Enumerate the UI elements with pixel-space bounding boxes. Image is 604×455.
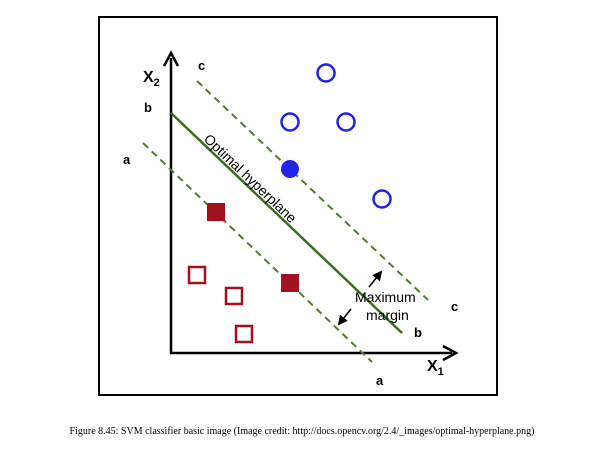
line-label-b-left: b [144, 100, 152, 115]
optimal-hyperplane-line [170, 112, 403, 334]
margin-line-upper [196, 80, 429, 301]
class-square-open [224, 286, 244, 306]
line-label-a-bottom: a [376, 373, 384, 388]
margin-line-lower [142, 142, 373, 363]
margin-arrow-lower-icon [337, 308, 352, 326]
support-vector-square [207, 203, 225, 221]
class-square-open [187, 265, 207, 285]
figure-frame [98, 16, 498, 396]
x-axis-label-main: X [427, 358, 438, 375]
x-axis-label-subscript: 1 [438, 366, 444, 378]
y-axis-arrow-icon [162, 50, 180, 67]
line-label-a-left: a [123, 152, 131, 167]
figure-caption: Figure 8.45: SVM classifier basic image … [69, 426, 535, 437]
margin-arrow-upper-icon [368, 270, 383, 288]
class-circle-open [372, 189, 392, 209]
x-axis-label: X1 [427, 358, 444, 378]
class-circle-open [316, 63, 336, 83]
support-vector-square [281, 274, 299, 292]
y-axis-label-subscript: 2 [154, 77, 160, 89]
line-label-c-top: c [198, 58, 205, 73]
class-circle-open [280, 112, 300, 132]
margin-label-line1: Maximum [355, 289, 416, 305]
margin-label-line2: margin [366, 307, 409, 323]
y-axis-label: X2 [143, 69, 160, 89]
y-axis-label-main: X [143, 69, 154, 86]
support-vector-circle [281, 160, 299, 178]
class-square-open [234, 324, 254, 344]
line-label-c-right: c [451, 299, 458, 314]
x-axis-arrow-icon [442, 344, 459, 362]
class-circle-open [336, 112, 356, 132]
line-label-b-right: b [414, 325, 422, 340]
